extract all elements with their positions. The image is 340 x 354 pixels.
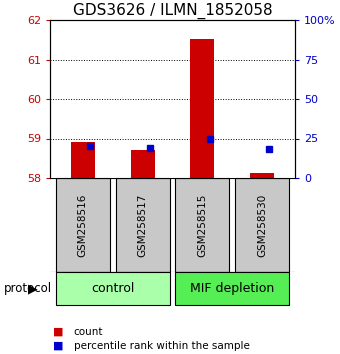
Bar (175, 178, 229, 272)
Text: protocol: protocol (3, 282, 52, 295)
Bar (56, 178, 110, 272)
Text: ■: ■ (53, 326, 64, 337)
Bar (116, 178, 170, 272)
Text: ■: ■ (53, 341, 64, 351)
Bar (190, 39, 214, 178)
Text: GSM258530: GSM258530 (257, 193, 267, 257)
Text: GSM258517: GSM258517 (138, 193, 148, 257)
Text: ▶: ▶ (28, 282, 38, 295)
Bar (56, 272, 170, 305)
Bar (235, 178, 289, 272)
Text: count: count (74, 326, 103, 337)
Bar (250, 173, 274, 178)
Bar (131, 149, 155, 178)
Text: MIF depletion: MIF depletion (190, 282, 274, 295)
Bar (175, 272, 289, 305)
Text: control: control (91, 282, 134, 295)
Text: GSM258516: GSM258516 (78, 193, 88, 257)
Text: GSM258515: GSM258515 (198, 193, 207, 257)
Text: percentile rank within the sample: percentile rank within the sample (74, 341, 250, 351)
Title: GDS3626 / ILMN_1852058: GDS3626 / ILMN_1852058 (73, 2, 272, 19)
Bar (71, 142, 95, 178)
